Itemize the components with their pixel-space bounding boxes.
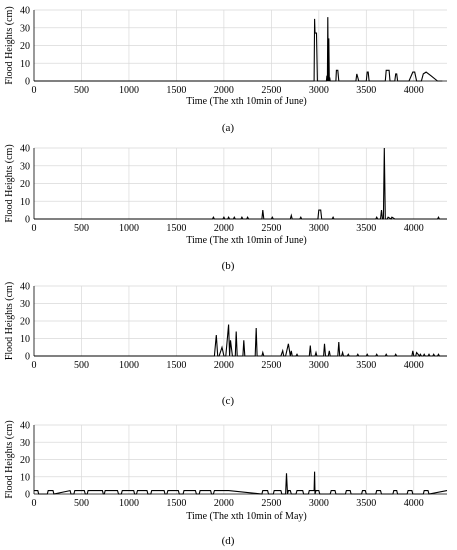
panel-a-y-tick-label: 10 bbox=[20, 59, 30, 70]
panel-c-y-axis-title: Flood Heights (cm) bbox=[4, 282, 15, 360]
panel-d-x-tick-label: 0 bbox=[32, 498, 37, 509]
panel-d-x-tick-label: 3500 bbox=[356, 498, 376, 509]
panel-a-x-tick-label: 0 bbox=[32, 85, 37, 96]
panel-b-x-axis-title: Time (The xth 10min of June) bbox=[186, 235, 306, 246]
panel-c-y-tick-label: 20 bbox=[20, 317, 30, 328]
panel-a-label: (a) bbox=[222, 122, 235, 134]
panel-b-x-tick-label: 4000 bbox=[404, 223, 424, 234]
panel-b-x-tick-label: 2000 bbox=[214, 223, 234, 234]
panel-a-x-tick-label: 3000 bbox=[309, 85, 329, 96]
panel-d-series-line bbox=[34, 471, 448, 495]
panel-d-y-tick-label: 40 bbox=[20, 421, 30, 432]
panel-d-y-tick-label: 10 bbox=[20, 472, 30, 483]
panel-a-x-tick-label: 3500 bbox=[356, 85, 376, 96]
panel-d-x-tick-label: 2500 bbox=[261, 498, 281, 509]
panel-d-y-tick-label: 20 bbox=[20, 455, 30, 466]
panel-c-x-tick-label: 1000 bbox=[119, 360, 139, 371]
panel-b-label: (b) bbox=[222, 260, 235, 272]
panel-d-x-tick-label: 500 bbox=[74, 498, 89, 509]
panel-a-x-tick-label: 4000 bbox=[404, 85, 424, 96]
panel-c-x-tick-label: 1500 bbox=[166, 360, 186, 371]
panel-d-x-tick-label: 4000 bbox=[404, 498, 424, 509]
panel-d-x-tick-label: 1500 bbox=[166, 498, 186, 509]
panel-b-x-tick-label: 3000 bbox=[309, 223, 329, 234]
panel-b-x-tick-label: 3500 bbox=[356, 223, 376, 234]
panel-b-series-line bbox=[34, 147, 447, 220]
panel-d-x-tick-label: 3000 bbox=[309, 498, 329, 509]
panel-b-y-tick-label: 40 bbox=[20, 144, 30, 155]
panel-a-y-axis-title: Flood Heights (cm) bbox=[4, 6, 15, 84]
panel-b-x-tick-label: 1000 bbox=[119, 223, 139, 234]
panel-c-x-tick-label: 500 bbox=[74, 360, 89, 371]
panel-b-y-tick-label: 10 bbox=[20, 197, 30, 208]
panel-a-y-tick-label: 30 bbox=[20, 23, 30, 34]
panel-c-x-tick-label: 2500 bbox=[261, 360, 281, 371]
panel-a-y-tick-label: 40 bbox=[20, 6, 30, 17]
panel-b-y-tick-label: 20 bbox=[20, 179, 30, 190]
panel-a-x-axis-title: Time (The xth 10min of June) bbox=[186, 96, 306, 107]
panel-b-x-tick-label: 1500 bbox=[166, 223, 186, 234]
panel-d-x-axis-title: Time (The xth 10min of May) bbox=[186, 511, 306, 522]
panel-a-y-tick-label: 20 bbox=[20, 41, 30, 52]
panel-d-x-tick-label: 2000 bbox=[214, 498, 234, 509]
panel-d-y-tick-label: 0 bbox=[25, 490, 30, 501]
panel-d-y-tick-label: 30 bbox=[20, 438, 30, 449]
panel-c-y-tick-label: 30 bbox=[20, 299, 30, 310]
panel-a-series-line bbox=[34, 17, 443, 82]
panel-c-y-tick-label: 0 bbox=[25, 352, 30, 363]
panel-a-x-tick-label: 500 bbox=[74, 85, 89, 96]
panel-d-label: (d) bbox=[222, 535, 235, 547]
panel-c-x-tick-label: 3500 bbox=[356, 360, 376, 371]
panel-a-x-tick-label: 1000 bbox=[119, 85, 139, 96]
panel-d-y-axis-title: Flood Heights (cm) bbox=[4, 420, 15, 498]
panel-c-x-tick-label: 0 bbox=[32, 360, 37, 371]
panel-c-series-line bbox=[34, 324, 447, 357]
panel-a-x-tick-label: 1500 bbox=[166, 85, 186, 96]
panel-c-y-tick-label: 40 bbox=[20, 282, 30, 293]
panel-b-x-tick-label: 500 bbox=[74, 223, 89, 234]
panel-c-x-tick-label: 2000 bbox=[214, 360, 234, 371]
panel-a-x-tick-label: 2000 bbox=[214, 85, 234, 96]
panel-b-y-tick-label: 30 bbox=[20, 161, 30, 172]
panel-b-x-tick-label: 0 bbox=[32, 223, 37, 234]
panel-c-label: (c) bbox=[222, 395, 235, 407]
panel-a-x-tick-label: 2500 bbox=[261, 85, 281, 96]
panel-c-x-tick-label: 4000 bbox=[404, 360, 424, 371]
panel-a-y-tick-label: 0 bbox=[25, 77, 30, 88]
panel-c-x-tick-label: 3000 bbox=[309, 360, 329, 371]
panel-b-x-tick-label: 2500 bbox=[261, 223, 281, 234]
panel-b-y-axis-title: Flood Heights (cm) bbox=[4, 144, 15, 222]
panel-d-x-tick-label: 1000 bbox=[119, 498, 139, 509]
panel-b-y-tick-label: 0 bbox=[25, 215, 30, 226]
panel-c-y-tick-label: 10 bbox=[20, 334, 30, 345]
